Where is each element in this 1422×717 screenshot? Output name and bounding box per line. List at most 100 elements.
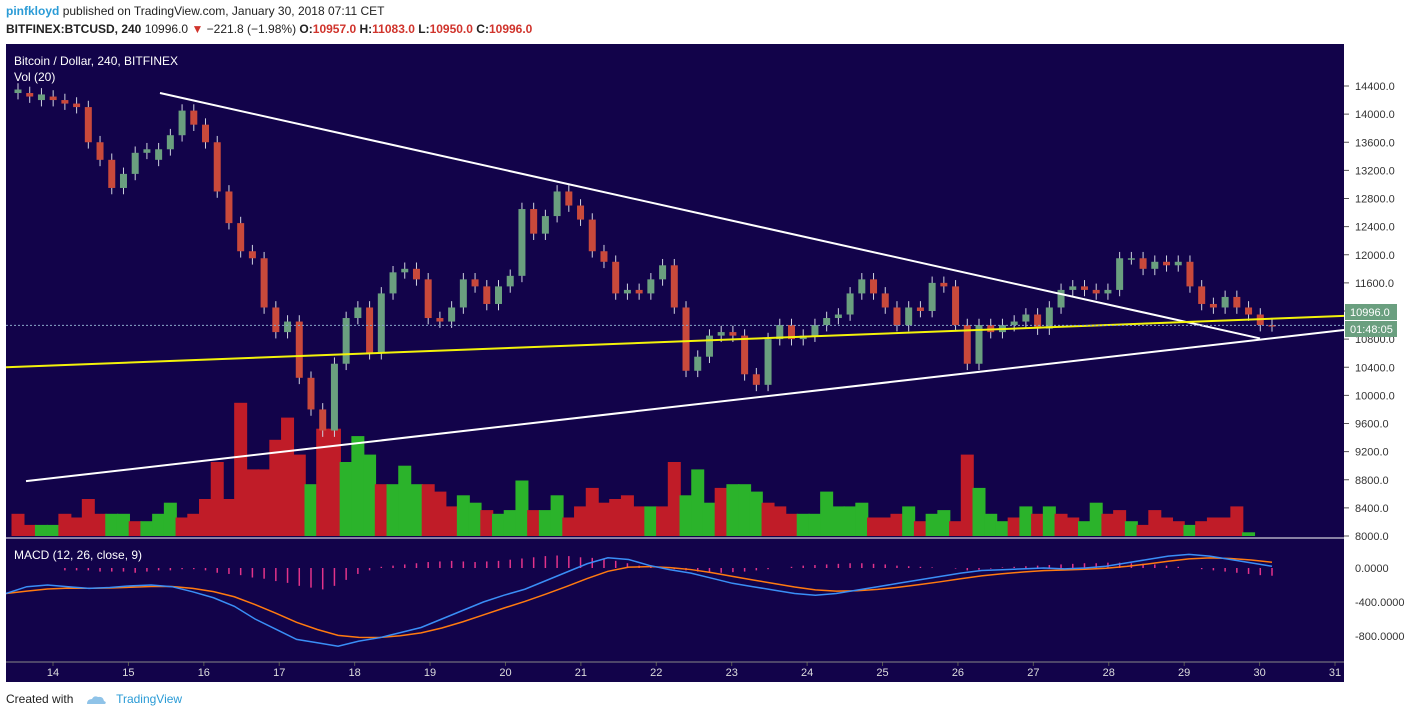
candle[interactable]	[776, 325, 784, 340]
candle[interactable]	[588, 219, 596, 252]
candle[interactable]	[916, 307, 924, 311]
tradingview-link[interactable]: TradingView	[116, 692, 183, 706]
candle[interactable]	[366, 307, 374, 354]
candle[interactable]	[623, 289, 631, 294]
candle[interactable]	[858, 279, 866, 294]
candle[interactable]	[61, 100, 69, 104]
candle[interactable]	[1209, 303, 1217, 308]
candle[interactable]	[670, 265, 678, 308]
candle[interactable]	[131, 152, 139, 174]
candle[interactable]	[694, 356, 702, 371]
candle[interactable]	[190, 110, 198, 125]
candle[interactable]	[1233, 296, 1241, 308]
candle[interactable]	[541, 216, 549, 234]
candle[interactable]	[178, 110, 186, 136]
candle[interactable]	[565, 191, 573, 206]
candle[interactable]	[717, 332, 725, 336]
candle[interactable]	[401, 268, 409, 273]
candle[interactable]	[682, 307, 690, 371]
candle[interactable]	[108, 159, 116, 188]
candle[interactable]	[459, 279, 467, 308]
candle[interactable]	[1174, 261, 1182, 266]
candle[interactable]	[1221, 296, 1229, 308]
candle[interactable]	[155, 149, 163, 160]
candle[interactable]	[483, 286, 491, 304]
candle[interactable]	[49, 96, 57, 101]
candle[interactable]	[846, 293, 854, 315]
candle[interactable]	[436, 318, 444, 322]
candle[interactable]	[26, 93, 34, 97]
candle[interactable]	[84, 107, 92, 143]
candle[interactable]	[963, 325, 971, 364]
candle[interactable]	[1186, 261, 1194, 287]
candle[interactable]	[1163, 261, 1171, 266]
descending-trendline[interactable]	[159, 92, 1261, 340]
candle[interactable]	[705, 335, 713, 357]
candle[interactable]	[412, 268, 420, 280]
candle[interactable]	[14, 89, 22, 94]
candle[interactable]	[647, 279, 655, 294]
candle[interactable]	[202, 124, 210, 143]
candle[interactable]	[389, 272, 397, 294]
support-line[interactable]	[5, 314, 1345, 369]
candle[interactable]	[928, 282, 936, 311]
candle[interactable]	[96, 142, 104, 160]
candle[interactable]	[1057, 289, 1065, 308]
candle[interactable]	[471, 279, 479, 287]
candle[interactable]	[166, 135, 174, 150]
candle[interactable]	[823, 318, 831, 326]
candle[interactable]	[764, 339, 772, 385]
candle[interactable]	[354, 307, 362, 319]
candle[interactable]	[635, 289, 643, 294]
candle[interactable]	[952, 286, 960, 326]
candle[interactable]	[787, 325, 795, 340]
candle[interactable]	[518, 209, 526, 276]
candle[interactable]	[213, 142, 221, 192]
candle[interactable]	[237, 223, 245, 252]
candle[interactable]	[729, 332, 737, 336]
candle[interactable]	[1198, 286, 1206, 304]
candle[interactable]	[1080, 286, 1088, 290]
candle[interactable]	[119, 173, 127, 188]
candle[interactable]	[143, 149, 151, 153]
candle[interactable]	[612, 261, 620, 294]
candle[interactable]	[424, 279, 432, 319]
price-chart[interactable]: 14400.0 14000.0 13600.0 13200.0 12800.0 12400…	[0, 42, 1422, 684]
candle[interactable]	[1022, 314, 1030, 322]
candle[interactable]	[905, 307, 913, 326]
candle[interactable]	[1116, 258, 1124, 290]
candle[interactable]	[811, 325, 819, 336]
candle[interactable]	[940, 282, 948, 287]
candle[interactable]	[1139, 258, 1147, 269]
candle[interactable]	[307, 377, 315, 410]
candle[interactable]	[741, 335, 749, 375]
candle[interactable]	[1245, 307, 1253, 315]
candle[interactable]	[1010, 321, 1018, 326]
ascending-trendline[interactable]	[25, 328, 1345, 483]
candle[interactable]	[295, 321, 303, 378]
candle[interactable]	[975, 325, 983, 364]
candle[interactable]	[495, 286, 503, 304]
candle[interactable]	[272, 307, 280, 333]
candle[interactable]	[284, 321, 292, 333]
candle[interactable]	[1151, 261, 1159, 269]
candle[interactable]	[248, 251, 256, 259]
candle[interactable]	[881, 293, 889, 308]
candle[interactable]	[553, 191, 561, 217]
candle[interactable]	[893, 307, 901, 326]
candle[interactable]	[1069, 286, 1077, 290]
candle[interactable]	[448, 307, 456, 322]
candle[interactable]	[506, 275, 514, 287]
candle[interactable]	[73, 103, 81, 108]
candle[interactable]	[870, 279, 878, 294]
candle[interactable]	[1045, 307, 1053, 329]
candle[interactable]	[225, 191, 233, 224]
candle[interactable]	[577, 205, 585, 220]
candle[interactable]	[1104, 289, 1112, 294]
candle[interactable]	[752, 374, 760, 385]
candle[interactable]	[260, 258, 268, 308]
candle[interactable]	[1092, 289, 1100, 294]
candle[interactable]	[377, 293, 385, 354]
candle[interactable]	[1127, 258, 1135, 260]
candle[interactable]	[37, 94, 45, 101]
